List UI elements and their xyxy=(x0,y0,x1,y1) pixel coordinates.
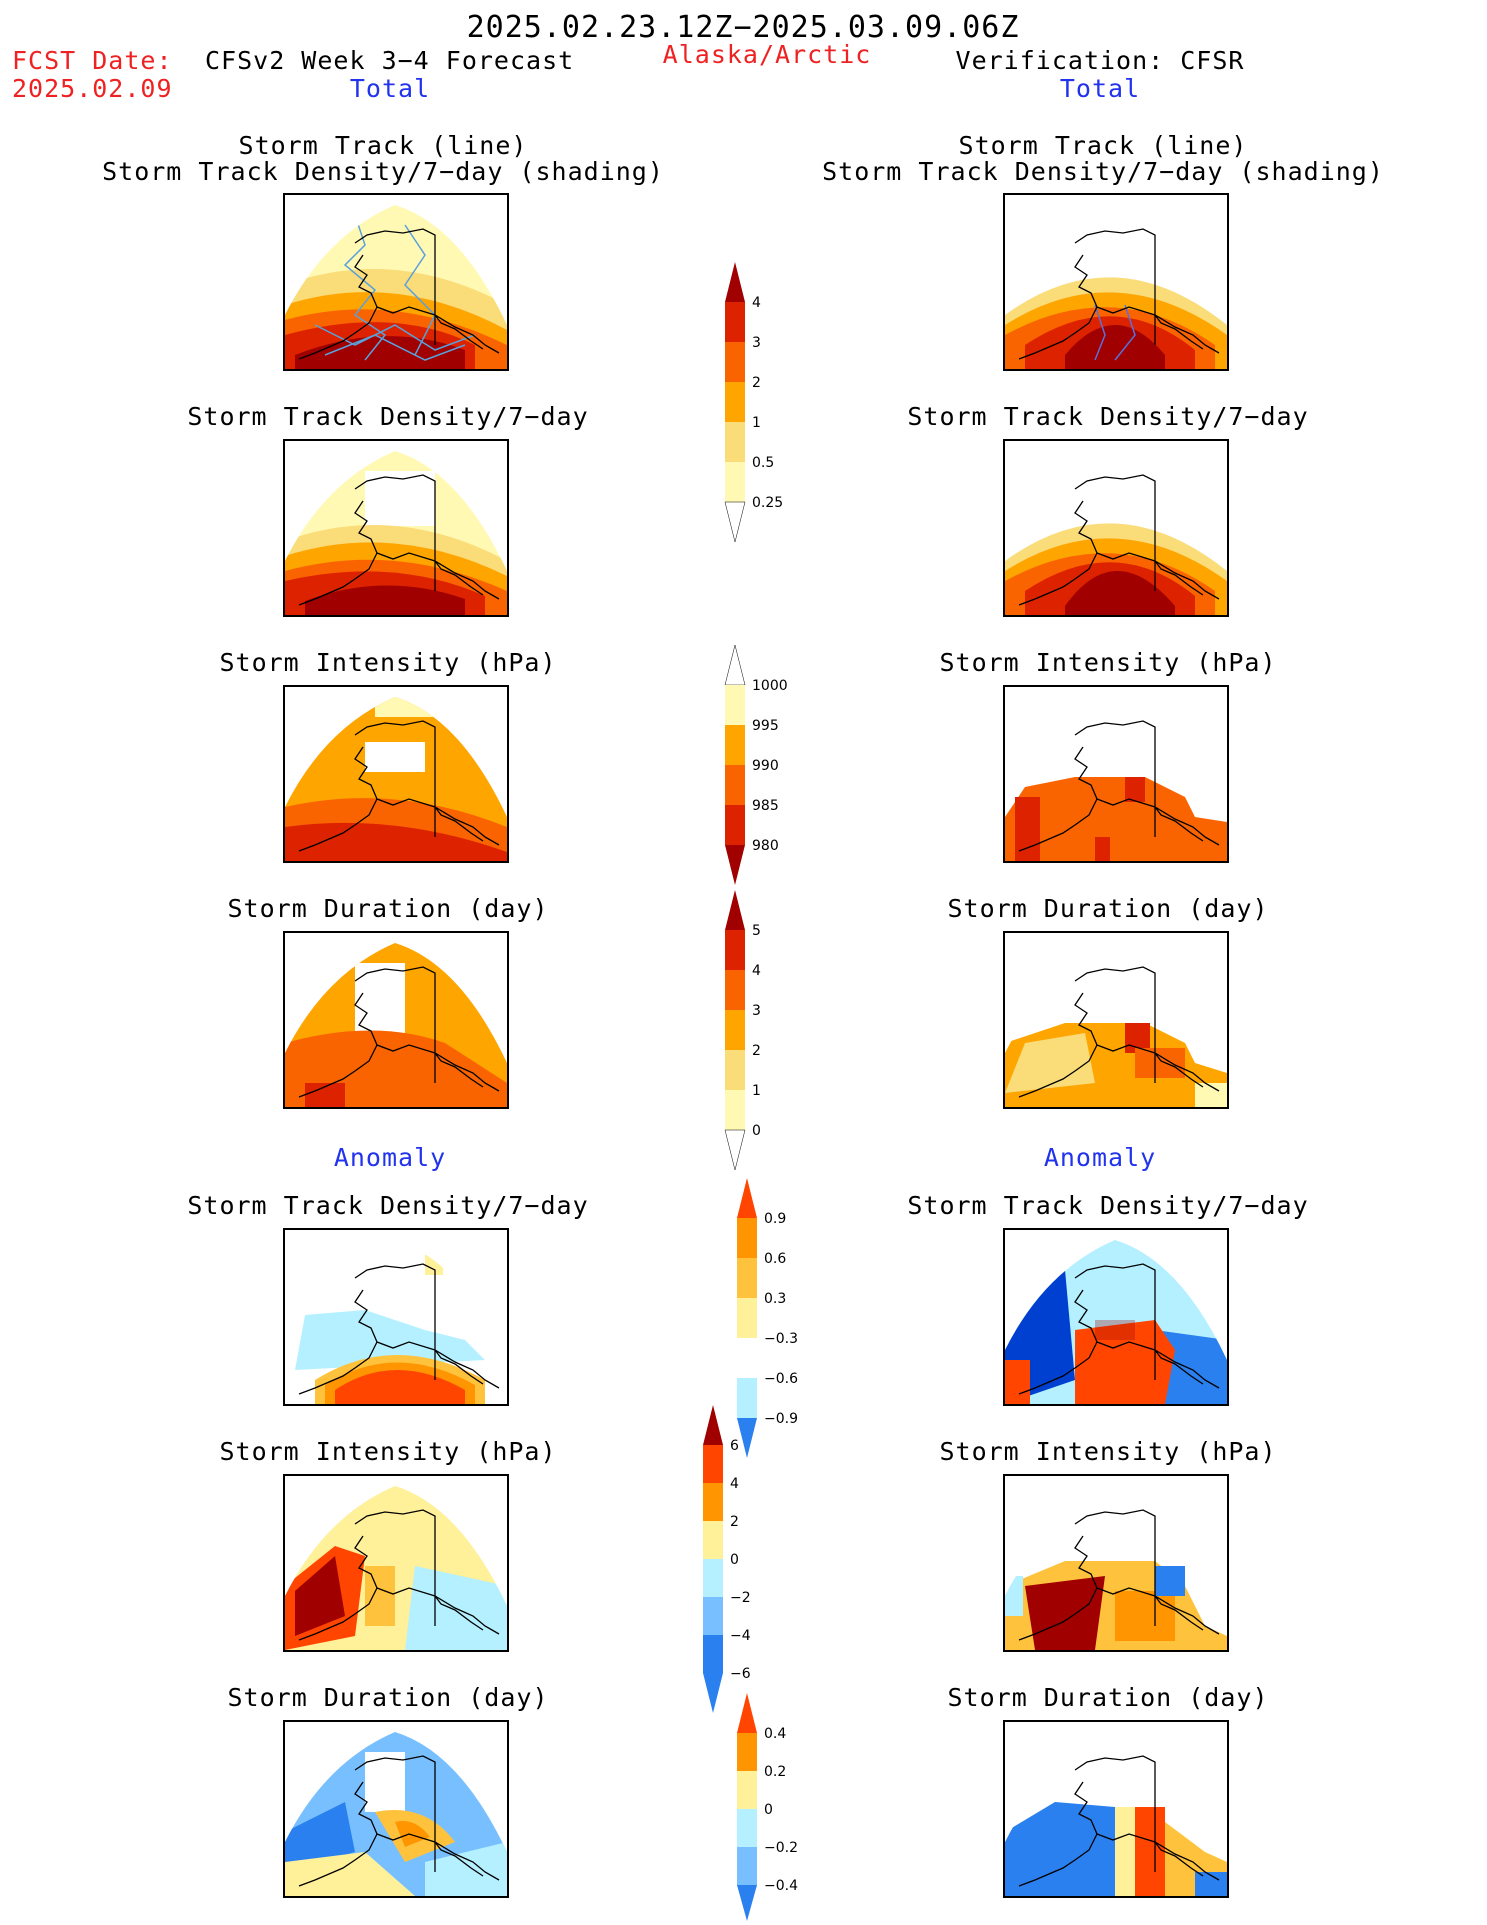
left-density-map xyxy=(283,439,509,617)
verification-title: Verification: CFSR xyxy=(955,46,1245,75)
left-anom-duration-title: Storm Duration (day) xyxy=(227,1683,549,1712)
right-intensity-title: Storm Intensity (hPa) xyxy=(939,648,1277,677)
cbar-label: 6 xyxy=(730,1438,739,1454)
cbar-label: 3 xyxy=(752,1003,761,1019)
cbar-label: 2 xyxy=(752,375,761,391)
cbar-label: −0.9 xyxy=(764,1411,798,1427)
cbar-label: −0.3 xyxy=(764,1331,798,1347)
right-anom-intensity-map xyxy=(1003,1474,1229,1652)
cbar-label: 0.25 xyxy=(752,495,783,511)
right-anom-intensity-title: Storm Intensity (hPa) xyxy=(939,1437,1277,1466)
right-anomaly-label: Anomaly xyxy=(1043,1143,1157,1172)
right-total-label: Total xyxy=(1059,74,1141,103)
cbar-label: 985 xyxy=(752,798,779,814)
left-anom-intensity-map xyxy=(283,1474,509,1652)
cbar-label: −6 xyxy=(730,1666,751,1682)
cbar-label: 2 xyxy=(752,1043,761,1059)
cbar-label: 1000 xyxy=(752,678,788,694)
right-duration-map xyxy=(1003,931,1229,1109)
cbar-label: 995 xyxy=(752,718,779,734)
cbar-label: 3 xyxy=(752,335,761,351)
left-anom-density-map xyxy=(283,1228,509,1406)
cbar-label: 4 xyxy=(752,963,761,979)
cbar-label: −0.4 xyxy=(764,1878,798,1894)
cbar-label: −4 xyxy=(730,1628,751,1644)
left-duration-map xyxy=(283,931,509,1109)
cbar-label: −0.6 xyxy=(764,1371,798,1387)
fcst-date-label: FCST Date: xyxy=(12,46,173,75)
density-total-colorbar: 4 3 2 1 0.5 0.25 xyxy=(724,262,783,543)
left-anom-intensity-title: Storm Intensity (hPa) xyxy=(219,1437,557,1466)
cbar-label: 0.2 xyxy=(764,1764,786,1780)
cbar-label: 0 xyxy=(764,1802,773,1818)
cbar-label: 0.3 xyxy=(764,1291,786,1307)
cbar-label: 0.9 xyxy=(764,1211,786,1227)
right-anom-duration-title: Storm Duration (day) xyxy=(947,1683,1269,1712)
left-anom-duration-map xyxy=(283,1720,509,1898)
cbar-label: 2 xyxy=(730,1514,739,1530)
cbar-label: 0 xyxy=(752,1123,761,1139)
cbar-label: 990 xyxy=(752,758,779,774)
cbar-label: −2 xyxy=(730,1590,751,1606)
cbar-label: 0.4 xyxy=(764,1726,786,1742)
cbar-label: 5 xyxy=(752,923,761,939)
right-track-map xyxy=(1003,193,1229,371)
intensity-anomaly-colorbar: 6 4 2 0 −2 −4 −6 xyxy=(703,1405,751,1713)
right-anom-duration-map xyxy=(1003,1720,1229,1898)
density-anomaly-colorbar: 0.9 0.6 0.3 −0.3 −0.6 −0.9 xyxy=(737,1178,798,1458)
right-density-map xyxy=(1003,439,1229,617)
cbar-label: 4 xyxy=(730,1476,739,1492)
cbar-label: −0.2 xyxy=(764,1840,798,1856)
fcst-date-value: 2025.02.09 xyxy=(12,74,173,103)
model-title: CFSv2 Week 3−4 Forecast xyxy=(205,46,575,75)
left-intensity-map xyxy=(283,685,509,863)
right-track-title: Storm Track (line) Storm Track Density/7−… xyxy=(822,131,1384,186)
left-anomaly-label: Anomaly xyxy=(333,1143,447,1172)
left-total-label: Total xyxy=(349,74,431,103)
left-track-title: Storm Track (line) Storm Track Density/7−… xyxy=(102,131,664,186)
cbar-label: 980 xyxy=(752,838,779,854)
right-anom-density-map xyxy=(1003,1228,1229,1406)
right-density-title: Storm Track Density/7−day xyxy=(907,402,1309,431)
right-intensity-map xyxy=(1003,685,1229,863)
cbar-label: 0.5 xyxy=(752,455,774,471)
left-density-title: Storm Track Density/7−day xyxy=(187,402,589,431)
region-title: Alaska/Arctic xyxy=(662,40,872,69)
intensity-total-colorbar: 1000 995 990 985 980 xyxy=(724,645,788,885)
duration-total-colorbar: 5 4 3 2 1 0 xyxy=(724,890,761,1170)
cbar-label: 0 xyxy=(730,1552,739,1568)
period-title: 2025.02.23.12Z−2025.03.09.06Z xyxy=(466,10,1020,45)
right-anom-density-title: Storm Track Density/7−day xyxy=(907,1191,1309,1220)
left-duration-title: Storm Duration (day) xyxy=(227,894,549,923)
right-duration-title: Storm Duration (day) xyxy=(947,894,1269,923)
left-intensity-title: Storm Intensity (hPa) xyxy=(219,648,557,677)
cbar-label: 1 xyxy=(752,415,761,431)
duration-anomaly-colorbar: 0.4 0.2 0 −0.2 −0.4 xyxy=(737,1693,798,1921)
cbar-label: 1 xyxy=(752,1083,761,1099)
cbar-label: 0.6 xyxy=(764,1251,786,1267)
cbar-label: 4 xyxy=(752,295,761,311)
left-anom-density-title: Storm Track Density/7−day xyxy=(187,1191,589,1220)
left-track-map xyxy=(283,193,509,371)
